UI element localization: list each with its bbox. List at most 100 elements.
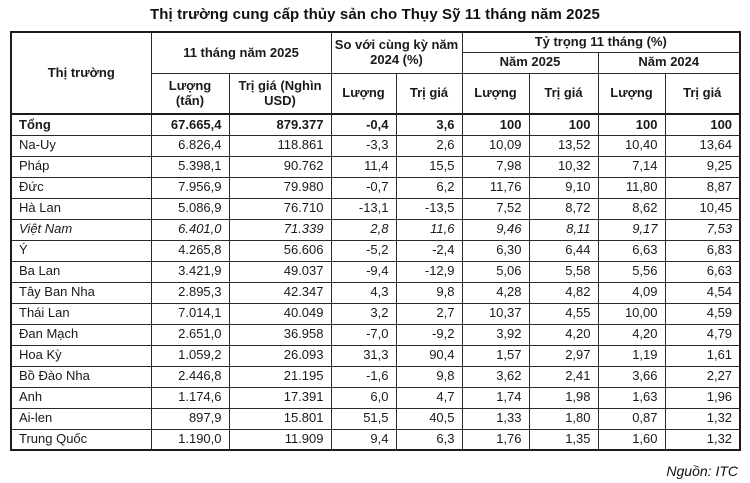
value-cell: 21.195 (228, 365, 332, 388)
value-cell: -0,7 (330, 176, 397, 199)
value-cell: 4,20 (597, 323, 666, 346)
value-cell: 4,20 (528, 323, 599, 346)
value-cell: 1,35 (528, 428, 599, 451)
market-name-cell: Ba Lan (10, 260, 152, 283)
value-cell: 10,40 (597, 134, 666, 157)
value-cell: 56.606 (228, 239, 332, 262)
value-cell: -3,3 (330, 134, 397, 157)
value-cell: 4,28 (461, 281, 530, 304)
value-cell: 13,52 (528, 134, 599, 157)
value-cell: 2,6 (395, 134, 463, 157)
header-group-share: Tỷ trọng 11 tháng (%) (461, 31, 741, 53)
header-group-yoy: So với cùng kỳ năm 2024 (%) (330, 31, 463, 74)
value-cell: -5,2 (330, 239, 397, 262)
table-row: Việt Nam 6.401,0 71.339 2,8 11,6 9,46 8,11 9,17… (10, 218, 741, 241)
header-group-period: 11 tháng năm 2025 (150, 31, 332, 74)
value-cell: 31,3 (330, 344, 397, 367)
value-cell: 4,59 (664, 302, 741, 325)
value-cell: 10,45 (664, 197, 741, 220)
value-cell: 879.377 (228, 113, 332, 136)
value-cell: 4,09 (597, 281, 666, 304)
value-cell: 1,80 (528, 407, 599, 430)
value-cell: 118.861 (228, 134, 332, 157)
value-cell: 2,27 (664, 365, 741, 388)
table-row: Hoa Kỳ 1.059,2 26.093 31,3 90,4 1,57 2,97 1,19 1… (10, 344, 741, 367)
table-row: Đan Mạch 2.651,0 36.958 -7,0 -9,2 3,92 4,20 4,2… (10, 323, 741, 346)
market-name-cell: Bồ Đào Nha (10, 365, 152, 388)
table-row: Thái Lan 7.014,1 40.049 3,2 2,7 10,37 4,55 10,0… (10, 302, 741, 325)
value-cell: 9,25 (664, 155, 741, 178)
value-cell: 1,57 (461, 344, 530, 367)
value-cell: 11,76 (461, 176, 530, 199)
header-value: Trị giá (528, 72, 599, 115)
table-body: Tổng 67.665,4 879.377 -0,4 3,6 100 100 100 100 Na… (10, 113, 741, 451)
value-cell: -9,2 (395, 323, 463, 346)
value-cell: 9,4 (330, 428, 397, 451)
value-cell: 5,56 (597, 260, 666, 283)
value-cell: 6,83 (664, 239, 741, 262)
value-cell: 6,3 (395, 428, 463, 451)
value-cell: 4.265,8 (150, 239, 230, 262)
seafood-market-table: Thị trường 11 tháng năm 2025 So với cùng… (10, 31, 742, 452)
value-cell: 3,66 (597, 365, 666, 388)
value-cell: 1,32 (664, 428, 741, 451)
table-row: Đức 7.956,9 79.980 -0,7 6,2 11,76 9,10 11,80 8,8… (10, 176, 741, 199)
table-row: Tây Ban Nha 2.895,3 42.347 4,3 9,8 4,28 4,82 4,… (10, 281, 741, 304)
value-cell: 40.049 (228, 302, 332, 325)
header-volume: Lượng (597, 72, 666, 115)
value-cell: 4,55 (528, 302, 599, 325)
value-cell: -7,0 (330, 323, 397, 346)
market-name-cell: Tổng (10, 113, 152, 136)
value-cell: 6,44 (528, 239, 599, 262)
value-cell: 4,7 (395, 386, 463, 409)
value-cell: 1,76 (461, 428, 530, 451)
value-cell: 100 (597, 113, 666, 136)
value-cell: 1,32 (664, 407, 741, 430)
table-row: Ý 4.265,8 56.606 -5,2 -2,4 6,30 6,44 6,63 6,83 (10, 239, 741, 262)
value-cell: 7.956,9 (150, 176, 230, 199)
market-name-cell: Thái Lan (10, 302, 152, 325)
value-cell: 1,19 (597, 344, 666, 367)
value-cell: 3.421,9 (150, 260, 230, 283)
value-cell: -13,5 (395, 197, 463, 220)
value-cell: 79.980 (228, 176, 332, 199)
market-name-cell: Đức (10, 176, 152, 199)
value-cell: -12,9 (395, 260, 463, 283)
value-cell: 6,2 (395, 176, 463, 199)
page-title: Thị trường cung cấp thủy sản cho Thụy Sỹ… (150, 6, 600, 23)
value-cell: 5,06 (461, 260, 530, 283)
market-name-cell: Việt Nam (10, 218, 152, 241)
value-cell: 7,14 (597, 155, 666, 178)
value-cell: 11.909 (228, 428, 332, 451)
market-name-cell: Ý (10, 239, 152, 262)
value-cell: 4,54 (664, 281, 741, 304)
value-cell: 15.801 (228, 407, 332, 430)
value-cell: 4,79 (664, 323, 741, 346)
value-cell: 1,33 (461, 407, 530, 430)
value-cell: 2,97 (528, 344, 599, 367)
value-cell: 6.401,0 (150, 218, 230, 241)
market-name-cell: Anh (10, 386, 152, 409)
header-volume-ton: Lượng (tấn) (150, 72, 230, 115)
value-cell: 1,98 (528, 386, 599, 409)
value-cell: 9,8 (395, 281, 463, 304)
value-cell: -9,4 (330, 260, 397, 283)
value-cell: 3,62 (461, 365, 530, 388)
value-cell: 40,5 (395, 407, 463, 430)
header-value-usd: Trị giá (Nghìn USD) (228, 72, 332, 115)
value-cell: 11,80 (597, 176, 666, 199)
value-cell: 8,72 (528, 197, 599, 220)
value-cell: 897,9 (150, 407, 230, 430)
value-cell: 100 (528, 113, 599, 136)
value-cell: 8,87 (664, 176, 741, 199)
value-cell: 10,00 (597, 302, 666, 325)
value-cell: 7,53 (664, 218, 741, 241)
market-name-cell: Hoa Kỳ (10, 344, 152, 367)
market-name-cell: Đan Mạch (10, 323, 152, 346)
value-cell: 1.059,2 (150, 344, 230, 367)
table-row: Ai-len 897,9 15.801 51,5 40,5 1,33 1,80 0,87 1,3… (10, 407, 741, 430)
value-cell: 42.347 (228, 281, 332, 304)
value-cell: 11,4 (330, 155, 397, 178)
value-cell: 6,63 (597, 239, 666, 262)
